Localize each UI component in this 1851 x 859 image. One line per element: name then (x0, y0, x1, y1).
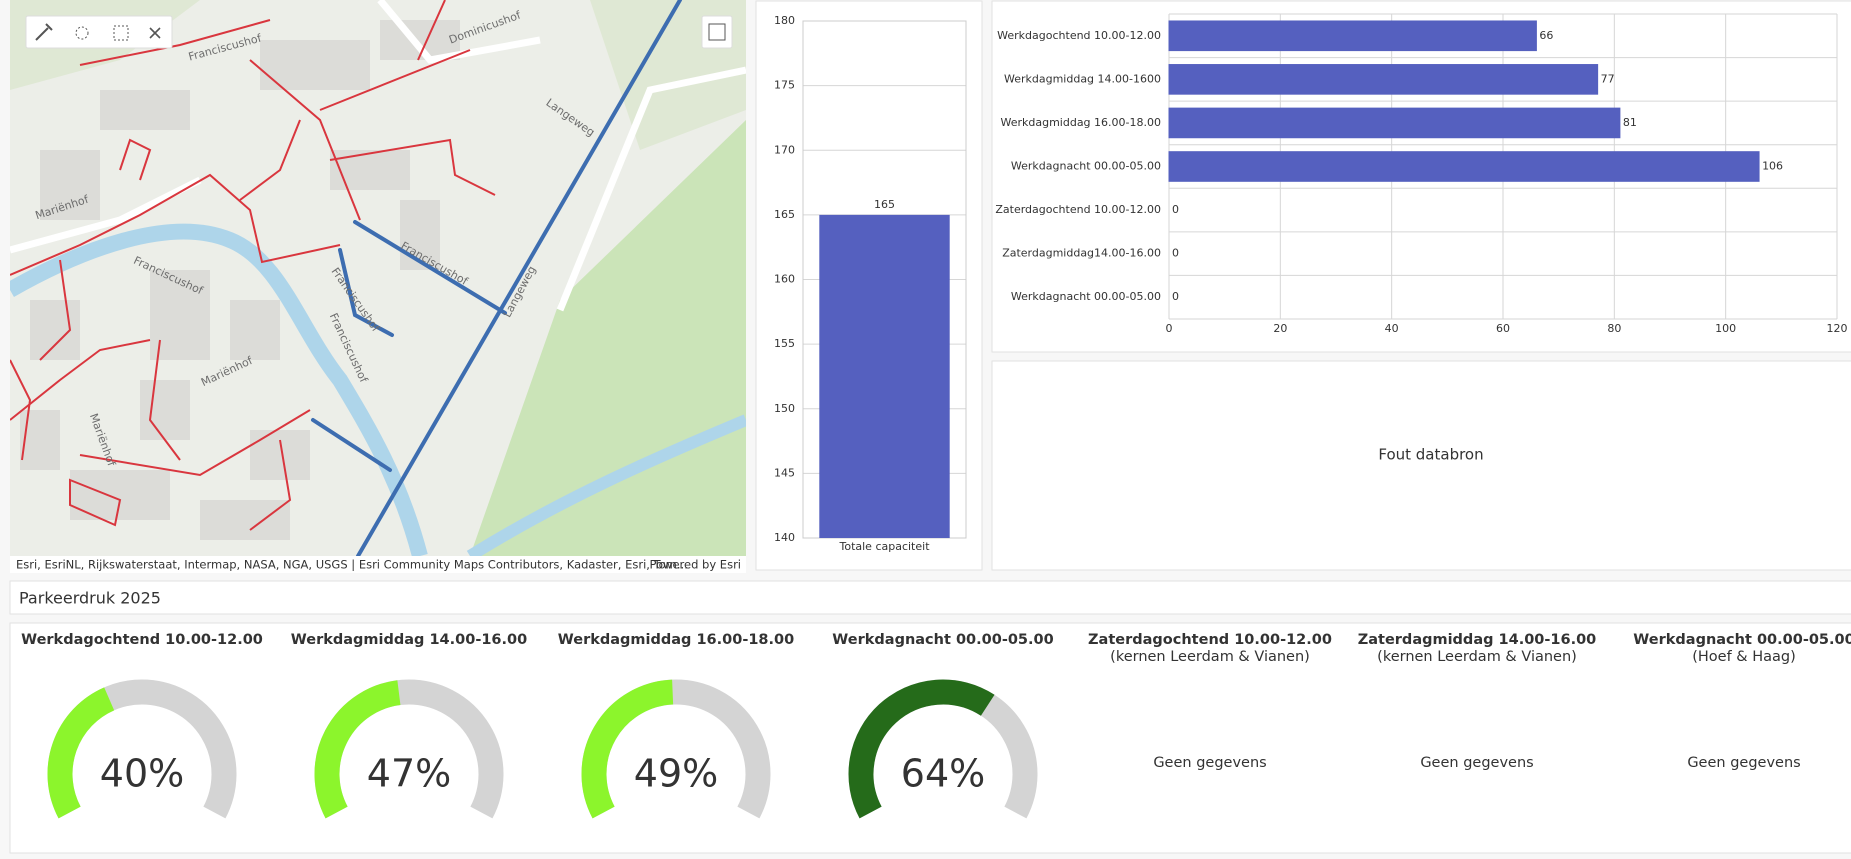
road (377, 0, 541, 64)
attribution: Esri, EsriNL, Rijkswaterstaat, Intermap,… (16, 558, 688, 572)
qr-button[interactable] (701, 15, 733, 49)
qr-icon (708, 23, 726, 41)
x-tick-label: 0 (1166, 322, 1173, 335)
gauge-subtitle: (kernen Leerdam & Vianen) (1377, 649, 1577, 665)
select-tool[interactable] (75, 26, 89, 40)
attribution-bar (10, 556, 746, 573)
gauge-value: 47% (367, 752, 451, 796)
canal (10, 223, 428, 556)
gauge-title: Werkdagochtend 10.00-12.00 (21, 632, 263, 648)
map-toolbar (25, 15, 733, 49)
measure-tool[interactable] (35, 23, 53, 41)
y-tick-label: Werkdagmiddag 14.00-1600 (1004, 72, 1161, 85)
y-tick-label: Zaterdagmiddag14.00-16.00 (1002, 247, 1161, 260)
y-tick-label: 160 (774, 273, 795, 286)
bar (1168, 107, 1621, 139)
gauge-panel (9, 622, 1851, 854)
buildings (20, 20, 460, 540)
gauge-fill (581, 679, 674, 819)
x-tick-label: 120 (1827, 322, 1848, 335)
y-tick-label: 165 (774, 208, 795, 221)
x-tick-label: 80 (1607, 322, 1621, 335)
x-tick-label: 100 (1715, 322, 1736, 335)
data-label: 0 (1172, 203, 1179, 216)
data-label: 66 (1539, 29, 1553, 42)
data-label: 106 (1762, 160, 1783, 173)
y-tick-label: Zaterdagochtend 10.00-12.00 (995, 203, 1161, 216)
y-tick-label: Werkdagnacht 00.00-05.00 (1011, 290, 1161, 303)
clear-tool[interactable] (149, 27, 161, 39)
error-panel (991, 360, 1851, 571)
section-title: Parkeerdruk 2025 (19, 589, 161, 608)
error-message: Fout databron (1378, 446, 1483, 464)
gauge-title: Werkdagnacht 00.00-05.00 (832, 632, 1053, 648)
powered-by[interactable]: Powered by Esri (650, 558, 742, 572)
y-tick-label: 155 (774, 337, 795, 350)
data-label: 81 (1623, 116, 1637, 129)
y-tick-label: 175 (774, 79, 795, 92)
y-tick-label: 180 (774, 14, 795, 27)
road (10, 176, 202, 254)
selected-streets (311, 0, 682, 556)
gauge-title: Zaterdagmiddag 14.00-16.00 (1358, 632, 1597, 648)
bar (1168, 20, 1537, 52)
data-label: 165 (874, 198, 895, 211)
data-label: 0 (1172, 247, 1179, 260)
bar (819, 214, 950, 538)
gauge-fill (848, 679, 995, 819)
y-tick-label: Werkdagochtend 10.00-12.00 (997, 29, 1161, 42)
y-tick-label: 150 (774, 402, 795, 415)
data-label: 77 (1601, 72, 1615, 85)
bar (1168, 151, 1760, 182)
y-tick-label: 145 (774, 466, 795, 479)
gauge-value: 49% (634, 752, 718, 796)
x-tick-label: Totale capaciteit (838, 540, 930, 553)
x-tick-label: 40 (1385, 322, 1399, 335)
y-tick-label: Werkdagmiddag 16.00-18.00 (1000, 116, 1161, 129)
x-tick-label: 20 (1273, 322, 1287, 335)
gauge-title: Werkdagmiddag 14.00-16.00 (291, 632, 527, 648)
toolbar (25, 15, 173, 49)
y-tick-label: Werkdagnacht 00.00-05.00 (1011, 160, 1161, 173)
road (556, 66, 746, 312)
section-header (9, 580, 1851, 615)
no-data: Geen gegevens (1420, 755, 1533, 771)
x-tick-label: 60 (1496, 322, 1510, 335)
gauge-title: Werkdagnacht 00.00-05.00 (1633, 632, 1851, 648)
gauge-fill (314, 680, 401, 819)
gauge-subtitle: (kernen Leerdam & Vianen) (1110, 649, 1310, 665)
no-data: Geen gegevens (1687, 755, 1800, 771)
canal (466, 414, 746, 556)
gauge-value: 64% (901, 752, 985, 796)
bar (1168, 64, 1599, 95)
y-tick-label: 140 (774, 531, 795, 544)
gauge-title: Werkdagmiddag 16.00-18.00 (558, 632, 794, 648)
select-box-tool[interactable] (113, 25, 129, 41)
parking-streets (10, 0, 496, 531)
y-tick-label: 170 (774, 143, 795, 156)
gauge-value: 40% (100, 752, 184, 796)
data-label: 0 (1172, 290, 1179, 303)
gauge-title: Zaterdagochtend 10.00-12.00 (1088, 632, 1332, 648)
map[interactable]: Franciscushof Dominicushof Langeweg Mari… (10, 0, 746, 573)
no-data: Geen gegevens (1153, 755, 1266, 771)
gauge-fill (47, 687, 115, 819)
gauge-subtitle: (Hoef & Haag) (1692, 649, 1796, 665)
